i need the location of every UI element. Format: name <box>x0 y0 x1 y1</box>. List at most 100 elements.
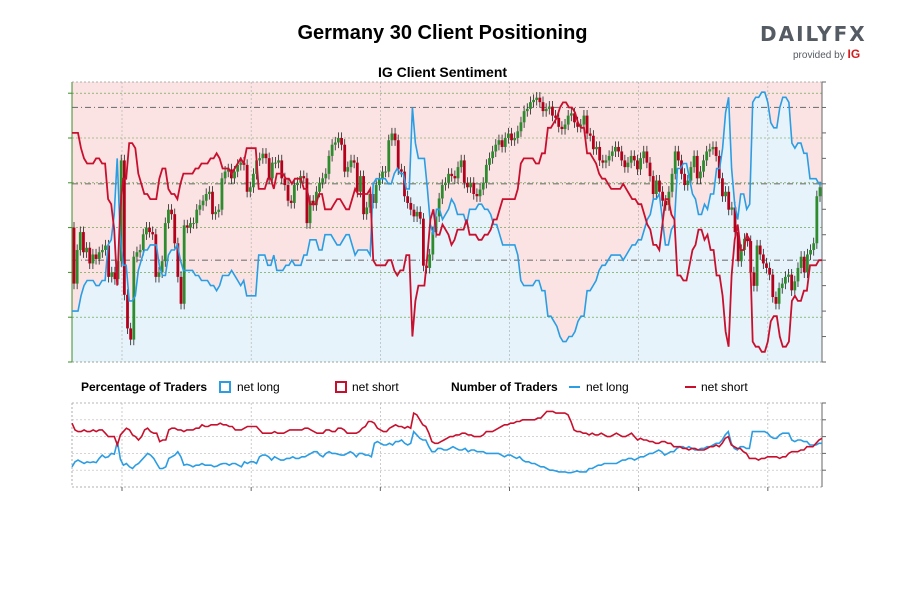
candle-body <box>595 146 598 150</box>
legend-num-short: net short <box>701 380 748 394</box>
candle-body <box>736 232 740 262</box>
candle-body <box>104 245 107 250</box>
candle-body <box>648 162 652 177</box>
candle-body <box>258 158 262 161</box>
candle-body <box>472 182 476 194</box>
chart-legend: Percentage of Traders net long net short… <box>81 380 748 394</box>
candle-body <box>314 191 318 206</box>
candle-body <box>204 194 208 201</box>
candle-body <box>614 146 617 152</box>
candle-body <box>733 207 737 233</box>
chart-subtitle: IG Client Sentiment <box>377 64 508 80</box>
candle-body <box>97 252 101 259</box>
candle-body <box>566 115 570 125</box>
candle-body <box>761 254 765 264</box>
candle-body <box>758 245 762 255</box>
candle-body <box>308 200 312 224</box>
candle-body <box>529 102 532 109</box>
candle-body <box>107 245 111 277</box>
candle-body <box>683 173 687 186</box>
candle-body <box>144 227 148 235</box>
candle-body <box>519 122 523 132</box>
candle-body <box>236 164 240 172</box>
candle-body <box>393 133 397 141</box>
candle-body <box>167 209 170 224</box>
candle-body <box>459 160 463 168</box>
candle-body <box>330 144 334 156</box>
candle-body <box>815 196 819 244</box>
candle-body <box>292 185 296 203</box>
candle-body <box>280 160 284 179</box>
candle-body <box>768 267 772 275</box>
candle-body <box>252 173 255 188</box>
candle-body <box>283 178 287 186</box>
candle-body <box>806 254 809 273</box>
candle-body <box>771 274 775 298</box>
candle-body <box>418 211 422 219</box>
candle-body <box>189 223 192 228</box>
candle-body <box>617 146 620 152</box>
candle-body <box>809 250 812 255</box>
candle-body <box>91 254 95 264</box>
candle-body <box>686 180 690 186</box>
candle-body <box>377 178 381 186</box>
candle-body <box>636 160 639 170</box>
candle-body <box>793 281 797 291</box>
candle-body <box>182 225 186 304</box>
candle-body <box>632 155 636 161</box>
candle-body <box>689 167 693 181</box>
candle-body <box>541 102 545 112</box>
candle-body <box>94 254 98 259</box>
candle-body <box>755 245 759 286</box>
candle-body <box>510 133 513 141</box>
candle-body <box>374 185 378 203</box>
candle-body <box>126 294 129 329</box>
candle-body <box>365 207 369 215</box>
candle-body <box>135 252 139 257</box>
candle-body <box>431 232 435 255</box>
candle-body <box>481 182 485 190</box>
candle-body <box>500 140 504 147</box>
candle-body <box>286 185 290 201</box>
candle-body <box>488 158 491 165</box>
candle-body <box>812 243 816 250</box>
candle-body <box>318 182 321 192</box>
candle-body <box>730 207 734 210</box>
candle-body <box>406 196 410 203</box>
candle-body <box>447 173 450 183</box>
candle-body <box>173 214 177 244</box>
candle-body <box>207 191 211 194</box>
net-short-count-line <box>71 410 823 462</box>
candle-body <box>787 274 790 277</box>
candle-body <box>708 149 712 152</box>
candle-body <box>639 158 642 170</box>
candle-body <box>604 160 608 163</box>
legend-num-title: Number of Traders <box>451 380 558 394</box>
candle-body <box>466 182 469 188</box>
candle-body <box>214 211 218 215</box>
candle-body <box>160 261 164 273</box>
candle-body <box>211 191 214 215</box>
candle-body <box>739 250 743 262</box>
net-short-percent-line <box>72 101 822 353</box>
candle-body <box>799 256 803 268</box>
candle-body <box>576 122 580 127</box>
logo-provided-by-text: provided by <box>793 50 845 61</box>
candle-body <box>296 182 299 186</box>
candle-body <box>437 198 441 217</box>
candle-body <box>557 117 561 127</box>
candle-body <box>110 272 114 277</box>
candle-body <box>645 151 649 163</box>
candle-body <box>796 267 800 282</box>
candle-body <box>396 140 400 170</box>
candle-body <box>818 187 822 197</box>
candle-body <box>623 160 627 168</box>
candle-body <box>113 272 117 280</box>
candle-body <box>705 151 709 161</box>
logo-provided-by: provided by IG <box>793 47 860 61</box>
candle-body <box>727 191 731 210</box>
candle-body <box>78 232 82 250</box>
candle-body <box>610 151 614 156</box>
candle-body <box>245 164 249 192</box>
